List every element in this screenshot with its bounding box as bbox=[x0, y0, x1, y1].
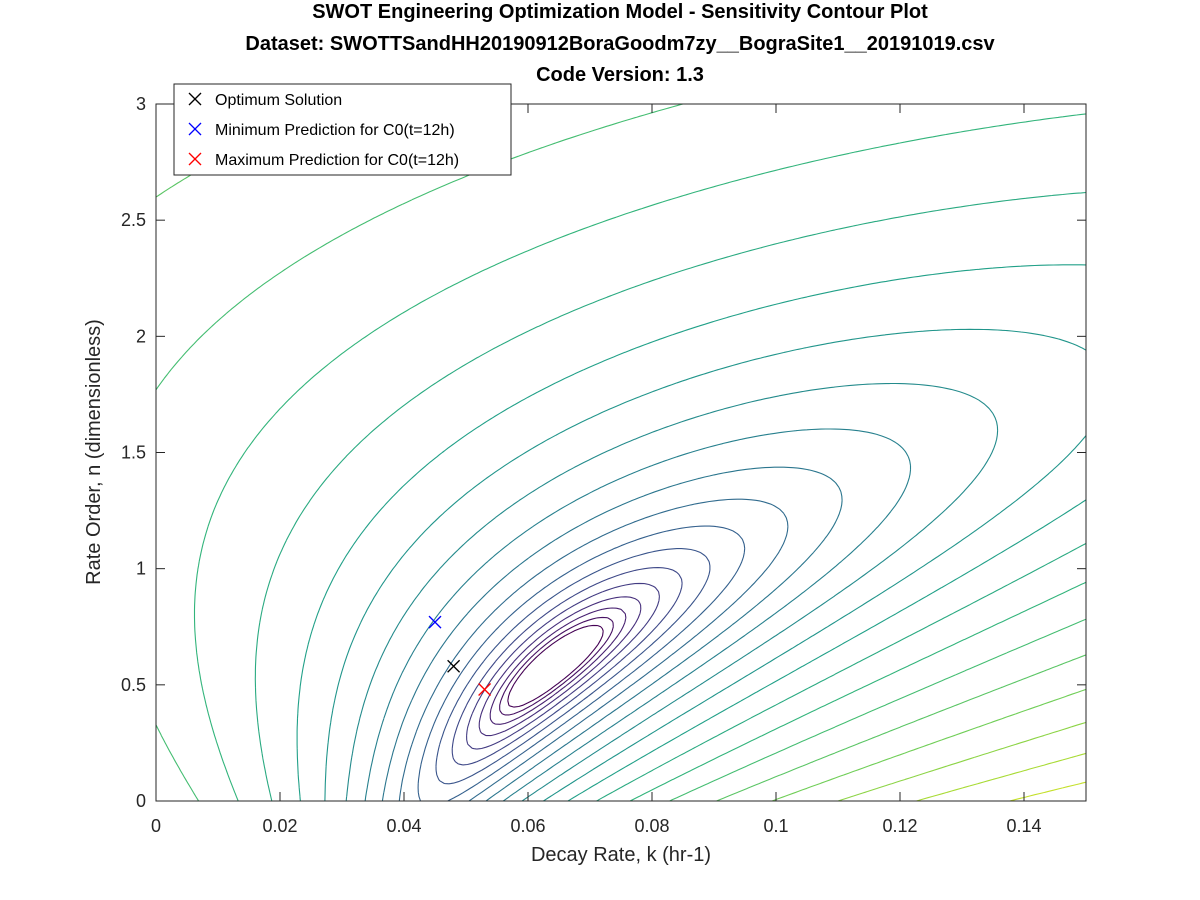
y-tick-label: 1 bbox=[136, 559, 146, 579]
y-axis-ticks: 0 0.5 1 1.5 2 2.5 3 bbox=[121, 94, 1086, 811]
contour-line bbox=[254, 191, 1086, 801]
contour-line bbox=[345, 382, 999, 801]
x-tick-label: 0.08 bbox=[634, 816, 669, 836]
x-axis-label: Decay Rate, k (hr-1) bbox=[531, 844, 711, 866]
contour-line bbox=[398, 498, 789, 801]
x-tick-label: 0.12 bbox=[882, 816, 917, 836]
x-axis-ticks: 0 0.02 0.04 0.06 0.08 0.1 0.12 0.14 bbox=[151, 104, 1042, 836]
x-tick-label: 0 bbox=[151, 816, 161, 836]
marker-point-2 bbox=[478, 683, 492, 696]
chart-title: SWOT Engineering Optimization Model - Se… bbox=[245, 1, 995, 86]
legend-marker-0 bbox=[188, 92, 202, 106]
x-tick-label: 0.06 bbox=[510, 816, 545, 836]
contour-line bbox=[499, 616, 614, 716]
contour-line bbox=[193, 113, 1086, 801]
contour-line bbox=[417, 525, 746, 801]
y-tick-label: 2.5 bbox=[121, 210, 146, 230]
title-line-2: Dataset: SWOTTSandHH20190912BoraGoodm7zy… bbox=[245, 33, 995, 55]
marker-point-1 bbox=[428, 615, 442, 629]
legend-label: Maximum Prediction for C0(t=12h) bbox=[215, 152, 459, 169]
legend-label: Optimum Solution bbox=[215, 92, 342, 109]
x-tick-label: 0.04 bbox=[386, 816, 421, 836]
legend: Optimum Solution Minimum Prediction for C… bbox=[173, 83, 512, 176]
y-axis-label: Rate Order, n (dimensionless) bbox=[83, 319, 105, 585]
x-tick-label: 0.14 bbox=[1006, 816, 1041, 836]
legend-marker-1 bbox=[188, 122, 202, 136]
legend-label: Minimum Prediction for C0(t=12h) bbox=[215, 122, 455, 139]
solution-markers bbox=[428, 615, 492, 696]
contour-line bbox=[156, 104, 1086, 801]
x-tick-label: 0.02 bbox=[262, 816, 297, 836]
y-tick-label: 0.5 bbox=[121, 675, 146, 695]
x-tick-label: 0.1 bbox=[763, 816, 788, 836]
y-tick-label: 3 bbox=[136, 94, 146, 114]
y-tick-label: 1.5 bbox=[121, 443, 146, 463]
contour-line bbox=[478, 596, 642, 737]
y-tick-label: 0 bbox=[136, 791, 146, 811]
contour-line bbox=[381, 466, 843, 801]
legend-marker-2 bbox=[188, 152, 202, 166]
contour-line bbox=[324, 328, 1086, 801]
contour-line bbox=[507, 624, 604, 708]
contour-line bbox=[296, 264, 1086, 801]
legend-box bbox=[173, 83, 512, 176]
marker-point-0 bbox=[447, 659, 461, 673]
contour-line bbox=[435, 548, 711, 785]
title-line-3: Code Version: 1.3 bbox=[536, 64, 704, 86]
contour-line bbox=[451, 567, 683, 766]
contour-line bbox=[364, 428, 912, 801]
y-tick-label: 2 bbox=[136, 326, 146, 346]
contour-line bbox=[489, 607, 627, 725]
contour-line bbox=[466, 582, 660, 750]
title-line-1: SWOT Engineering Optimization Model - Se… bbox=[312, 1, 928, 23]
